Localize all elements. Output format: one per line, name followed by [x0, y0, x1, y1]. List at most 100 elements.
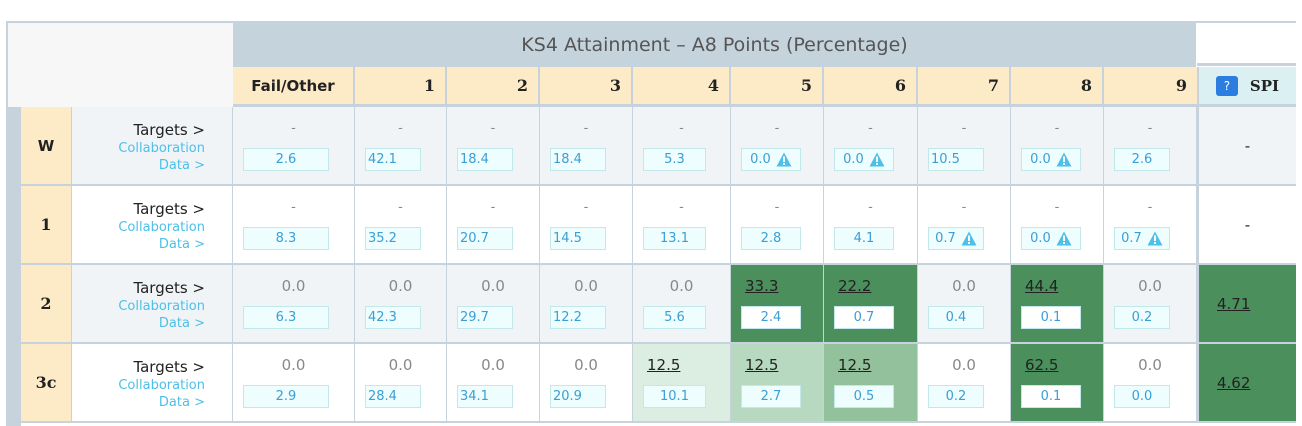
target-value: - [1147, 200, 1153, 215]
warning-icon [869, 152, 885, 167]
grade-cell: - 0.0 [1011, 186, 1104, 263]
target-value: - [1147, 121, 1153, 136]
collaboration-data-link[interactable]: Collaboration Data > [118, 141, 205, 173]
warning-icon [776, 152, 792, 167]
collaboration-value: 10.5 [928, 148, 984, 171]
column-header-7: 7 [918, 67, 1011, 107]
target-value: - [1054, 200, 1060, 215]
target-value: - [291, 121, 296, 136]
collaboration-value: 29.7 [457, 306, 513, 329]
spi-value-link[interactable]: 4.71 [1199, 265, 1296, 342]
target-value: - [868, 200, 873, 215]
target-value-link[interactable]: 22.2 [838, 277, 872, 295]
grade-cell: 12.5 10.1 [633, 344, 731, 421]
target-value: - [1054, 121, 1060, 136]
question-icon[interactable]: ? [1215, 75, 1238, 96]
target-value: 0.0 [1138, 356, 1162, 374]
title-spacer [1197, 23, 1296, 66]
grade-cell: 33.3 2.4 [731, 265, 824, 342]
grade-cell: - 0.7 [918, 186, 1011, 263]
target-value: - [398, 200, 403, 215]
collaboration-data-link[interactable]: Collaboration Data > [118, 220, 205, 252]
target-value: 0.0 [574, 356, 598, 374]
column-header-9: 9 [1104, 67, 1199, 107]
spi-separator [1196, 344, 1199, 421]
warning-icon [1056, 152, 1072, 167]
grade-cell: - 18.4 [540, 107, 633, 184]
collaboration-value: 34.1 [457, 385, 513, 408]
collaboration-value: 14.5 [550, 227, 606, 250]
target-value: - [774, 200, 780, 215]
grade-cell: - 14.5 [540, 186, 633, 263]
row-links: Targets > Collaboration Data > [73, 186, 233, 263]
grade-cell: - 35.2 [355, 186, 447, 263]
collaboration-value: 2.8 [741, 227, 801, 250]
warning-icon [961, 231, 977, 246]
grade-cell: 0.0 0.2 [918, 344, 1011, 421]
grade-cell: 0.0 5.6 [633, 265, 731, 342]
target-value-link[interactable]: 12.5 [647, 356, 681, 374]
warning-icon [1056, 231, 1072, 246]
collaboration-data-link[interactable]: Collaboration Data > [118, 378, 205, 410]
collaboration-value: 18.4 [457, 148, 513, 171]
collaboration-value: 0.0 [834, 148, 894, 171]
targets-link[interactable]: Targets > [133, 200, 205, 218]
collaboration-data-link[interactable]: Collaboration Data > [118, 299, 205, 331]
collaboration-value: 0.7 [834, 306, 894, 329]
grade-cell: - 0.7 [1104, 186, 1197, 263]
collaboration-value: 42.1 [365, 148, 421, 171]
grade-cell: - 0.0 [731, 107, 824, 184]
target-value-link[interactable]: 12.5 [745, 356, 779, 374]
row-links: Targets > Collaboration Data > [73, 344, 233, 421]
collaboration-value: 2.6 [1114, 148, 1170, 171]
grade-cell: - 42.1 [355, 107, 447, 184]
row-links: Targets > Collaboration Data > [73, 107, 233, 184]
target-value: - [490, 200, 496, 215]
target-value-link[interactable]: 33.3 [745, 277, 779, 295]
target-value-link[interactable]: 62.5 [1025, 356, 1059, 374]
target-value: - [679, 200, 684, 215]
grade-cell: - 10.5 [918, 107, 1011, 184]
target-value: - [291, 200, 296, 215]
targets-link[interactable]: Targets > [133, 279, 205, 297]
row-label: 3c [21, 344, 72, 421]
targets-link[interactable]: Targets > [133, 121, 205, 139]
collaboration-value: 0.4 [928, 306, 984, 329]
column-header-2: 2 [447, 67, 540, 107]
target-value: - [398, 121, 403, 136]
table-row: 3c Targets > Collaboration Data > 0.0 2.9 0.0 2… [21, 344, 1296, 423]
target-value: 0.0 [388, 356, 413, 374]
spi-header: ? SPI [1199, 67, 1296, 107]
collaboration-value: 0.0 [1114, 385, 1170, 408]
column-header-4: 4 [633, 67, 731, 107]
grade-cell: 0.0 0.4 [918, 265, 1011, 342]
target-value-link[interactable]: 12.5 [838, 356, 872, 374]
column-header-5: 5 [731, 67, 824, 107]
grade-cell: 0.0 0.0 [1104, 344, 1197, 421]
spi-separator [1196, 265, 1199, 342]
column-header-3: 3 [540, 67, 633, 107]
grade-cell: 0.0 2.9 [233, 344, 355, 421]
grade-cell: 0.0 28.4 [355, 344, 447, 421]
grade-cell: 62.5 0.1 [1011, 344, 1104, 421]
grade-cell: - 20.7 [447, 186, 540, 263]
table-row: 2 Targets > Collaboration Data > 0.0 6.3 0.0 42… [21, 265, 1296, 344]
targets-link[interactable]: Targets > [133, 358, 205, 376]
target-value: 0.0 [952, 277, 976, 295]
table-frame [6, 21, 1296, 426]
target-value: - [583, 200, 589, 215]
collaboration-value: 2.7 [741, 385, 801, 408]
collaboration-value: 5.6 [643, 306, 706, 329]
target-value: - [583, 121, 589, 136]
target-value-link[interactable]: 44.4 [1025, 277, 1059, 295]
header-corner [8, 23, 233, 107]
grade-cell: - 18.4 [447, 107, 540, 184]
target-value: - [868, 121, 873, 136]
grade-cell: 12.5 0.5 [824, 344, 918, 421]
spi-value-link[interactable]: 4.62 [1199, 344, 1296, 421]
column-header-1: 1 [355, 67, 447, 107]
left-strip [8, 107, 21, 426]
target-value: 0.0 [388, 277, 413, 295]
target-value: - [490, 121, 496, 136]
target-value: - [774, 121, 780, 136]
